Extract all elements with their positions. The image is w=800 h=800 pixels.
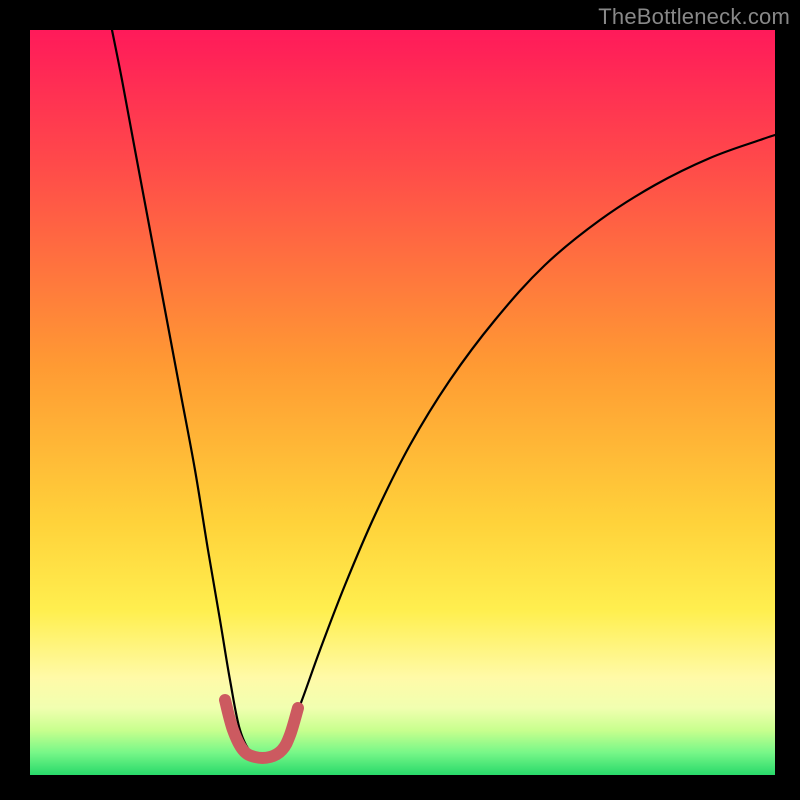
chart-canvas: TheBottleneck.com	[0, 0, 800, 800]
plot-area	[30, 30, 775, 775]
curve-layer	[30, 30, 775, 775]
watermark-text: TheBottleneck.com	[598, 4, 790, 30]
bottleneck-curve-right	[262, 135, 775, 760]
bottleneck-curve-left	[112, 30, 262, 760]
